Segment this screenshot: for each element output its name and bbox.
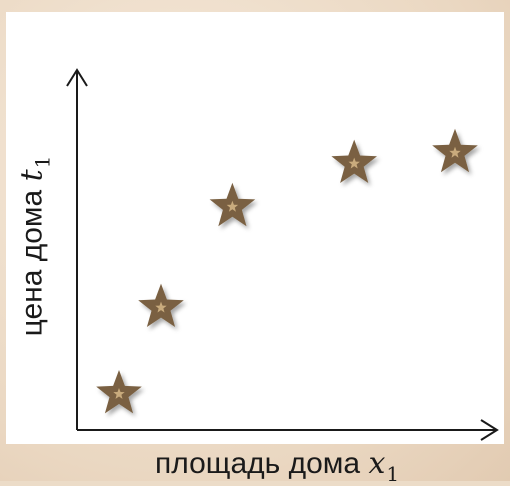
data-point-star-3 [209,182,256,227]
plot-panel [6,12,504,444]
star-marker-highlight [449,146,461,158]
star-marker-highlight [155,301,167,313]
y-axis [66,68,88,430]
star-marker-highlight [113,388,125,399]
data-point-star-2 [138,283,184,327]
data-point-star-4 [331,139,377,183]
x-axis-variable: x [368,446,386,481]
data-point-star-5 [432,128,478,173]
y-axis-variable: t [14,169,50,182]
data-point-star-1 [96,370,142,414]
x-axis [77,419,499,441]
x-axis-subscript: 1 [386,462,400,486]
data-points [96,128,478,414]
y-axis-label-text: цена дома [15,189,49,337]
y-axis-label: цена дома t1 [14,156,55,337]
x-axis-label: площадь дома x1 [155,446,399,486]
y-axis-subscript: 1 [30,155,55,169]
star-marker-highlight [348,157,360,169]
star-marker-highlight [226,200,239,212]
x-axis-label-text: площадь дома [155,447,361,480]
